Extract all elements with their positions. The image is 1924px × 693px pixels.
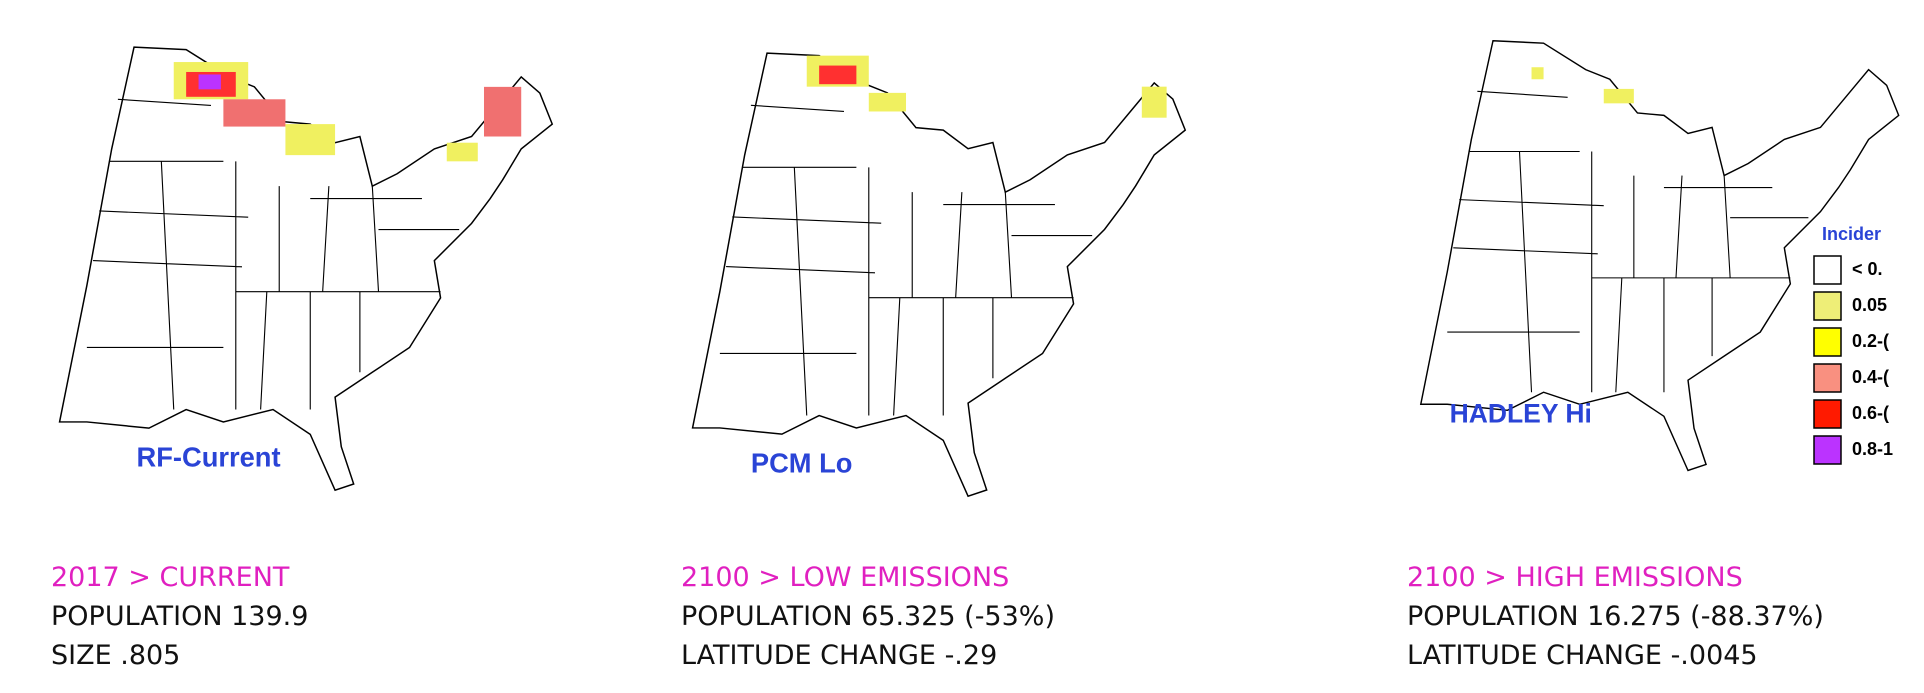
legend-item: 0.4-( (1852, 367, 1889, 387)
caption: 2100 > HIGH EMISSIONS POPULATION 16.275 … (1407, 558, 1824, 675)
caption-heading: 2100 > HIGH EMISSIONS (1407, 562, 1743, 593)
map-label: PCM Lo (751, 448, 853, 479)
legend-item: 0.2-( (1852, 331, 1889, 351)
caption-heading: 2100 > LOW EMISSIONS (681, 562, 1010, 593)
caption: 2100 > LOW EMISSIONS POPULATION 65.325 (… (681, 558, 1055, 675)
legend-item: 0.8-1 (1852, 439, 1893, 459)
map-current: RF-Current (58, 46, 553, 491)
caption-line: SIZE .805 (51, 640, 181, 671)
caption-line: POPULATION 139.9 (51, 601, 309, 632)
incidence-cells (173, 62, 522, 162)
caption-line: POPULATION 65.325 (-53%) (681, 601, 1055, 632)
map-low: PCM Lo (691, 52, 1186, 497)
map-high: HADLEY Hi (1420, 40, 1900, 472)
legend-item: 0.05 (1852, 295, 1887, 315)
caption-line: POPULATION 16.275 (-88.37%) (1407, 601, 1824, 632)
legend: Incider < 0. 0.05 0.2-( 0.4-( 0.6-( 0.8-… (1813, 224, 1893, 465)
caption-line: LATITUDE CHANGE -.29 (681, 640, 998, 671)
caption: 2017 > CURRENT POPULATION 139.9 SIZE .80… (51, 558, 308, 675)
map-label: RF-Current (137, 442, 281, 473)
incidence-cells (1531, 67, 1634, 104)
incidence-cells (806, 55, 1167, 118)
map-label: HADLEY Hi (1450, 398, 1592, 428)
caption-heading: 2017 > CURRENT (51, 562, 290, 593)
legend-item: < 0. (1852, 259, 1883, 279)
caption-line: LATITUDE CHANGE -.0045 (1407, 640, 1758, 671)
legend-item: 0.6-( (1852, 403, 1889, 423)
legend-title: Incider (1822, 224, 1881, 244)
